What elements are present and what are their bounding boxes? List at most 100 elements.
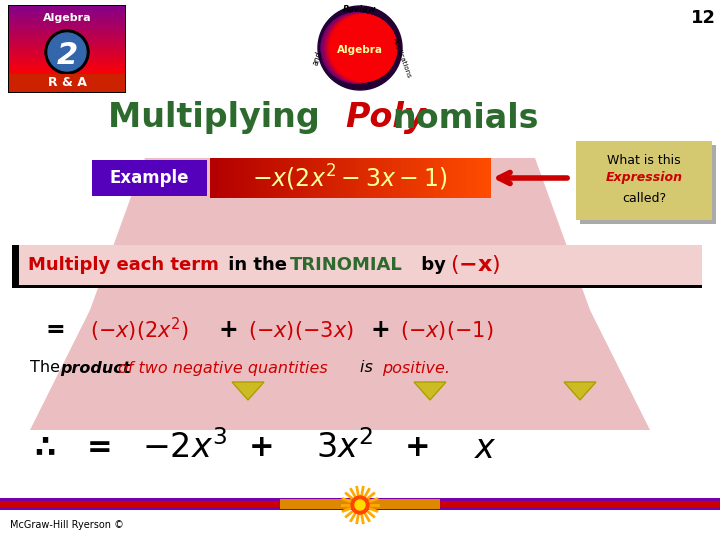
FancyBboxPatch shape [341,158,346,198]
FancyBboxPatch shape [215,158,220,198]
Text: R & A: R & A [48,77,86,90]
FancyBboxPatch shape [350,158,356,198]
Circle shape [45,30,89,74]
FancyBboxPatch shape [425,158,431,198]
Circle shape [329,15,396,82]
FancyBboxPatch shape [9,10,125,11]
FancyBboxPatch shape [318,158,323,198]
FancyBboxPatch shape [9,44,125,46]
FancyBboxPatch shape [220,158,225,198]
FancyBboxPatch shape [9,27,125,29]
FancyBboxPatch shape [472,158,477,198]
Text: and: and [311,50,325,66]
Circle shape [321,13,391,83]
Polygon shape [414,382,446,400]
FancyBboxPatch shape [9,17,125,18]
Text: $3x^2$: $3x^2$ [316,430,374,465]
FancyBboxPatch shape [9,53,125,55]
Circle shape [322,13,391,83]
FancyBboxPatch shape [355,158,360,198]
Text: +: + [405,434,431,462]
Circle shape [318,6,402,90]
FancyBboxPatch shape [9,60,125,62]
Text: Multiply each term: Multiply each term [28,256,219,274]
FancyBboxPatch shape [331,158,337,198]
FancyBboxPatch shape [0,498,720,510]
Text: positive.: positive. [382,361,450,375]
Text: by: by [415,256,452,274]
FancyBboxPatch shape [9,13,125,15]
FancyBboxPatch shape [266,158,271,198]
Circle shape [325,14,394,82]
Circle shape [326,14,395,82]
FancyBboxPatch shape [9,46,125,48]
FancyBboxPatch shape [12,245,19,288]
Circle shape [330,15,397,82]
FancyBboxPatch shape [9,29,125,31]
FancyBboxPatch shape [9,69,125,71]
Polygon shape [232,382,264,400]
FancyBboxPatch shape [415,158,421,198]
Polygon shape [564,382,596,400]
FancyBboxPatch shape [9,32,125,34]
Circle shape [325,14,394,82]
Text: What is this: What is this [607,153,681,166]
FancyBboxPatch shape [229,158,234,198]
Text: The: The [30,361,65,375]
FancyBboxPatch shape [467,158,472,198]
Circle shape [328,14,395,82]
Text: $(-x)(-3x)$: $(-x)(-3x)$ [248,319,354,341]
Circle shape [326,14,394,82]
FancyBboxPatch shape [457,158,463,198]
FancyBboxPatch shape [9,65,125,68]
FancyBboxPatch shape [210,158,216,198]
FancyBboxPatch shape [9,50,125,51]
FancyBboxPatch shape [438,158,444,198]
FancyBboxPatch shape [0,501,720,507]
Polygon shape [90,158,590,310]
FancyBboxPatch shape [248,158,253,198]
FancyBboxPatch shape [9,41,125,43]
FancyBboxPatch shape [364,158,369,198]
FancyBboxPatch shape [576,141,712,220]
FancyBboxPatch shape [9,8,125,10]
FancyBboxPatch shape [280,158,286,198]
Text: TRINOMIAL: TRINOMIAL [290,256,402,274]
FancyBboxPatch shape [9,43,125,45]
FancyBboxPatch shape [378,158,384,198]
FancyBboxPatch shape [9,34,125,36]
Circle shape [328,15,396,82]
FancyBboxPatch shape [374,158,379,198]
FancyBboxPatch shape [243,158,248,198]
Circle shape [330,15,397,82]
FancyBboxPatch shape [9,58,125,60]
Text: +: + [249,434,275,462]
FancyBboxPatch shape [420,158,426,198]
FancyBboxPatch shape [12,245,702,285]
Circle shape [355,500,365,510]
Text: Multiplying: Multiplying [108,102,331,134]
FancyBboxPatch shape [9,37,125,39]
FancyBboxPatch shape [9,18,125,20]
FancyBboxPatch shape [261,158,267,198]
Text: $-2x^3$: $-2x^3$ [143,430,228,465]
FancyBboxPatch shape [9,30,125,32]
Text: of two negative quantities: of two negative quantities [118,361,333,375]
FancyBboxPatch shape [280,499,440,509]
Circle shape [328,14,395,82]
FancyBboxPatch shape [271,158,276,198]
FancyBboxPatch shape [434,158,440,198]
Text: $(-x)(-1)$: $(-x)(-1)$ [400,319,493,341]
FancyBboxPatch shape [9,6,125,8]
Circle shape [323,14,392,83]
FancyBboxPatch shape [238,158,243,198]
FancyBboxPatch shape [481,158,486,198]
FancyBboxPatch shape [444,158,449,198]
FancyBboxPatch shape [9,74,125,76]
FancyBboxPatch shape [303,158,309,198]
FancyBboxPatch shape [9,25,125,27]
Text: ∴: ∴ [35,434,55,462]
Text: 12: 12 [690,9,716,27]
FancyBboxPatch shape [252,158,258,198]
FancyBboxPatch shape [9,68,125,69]
